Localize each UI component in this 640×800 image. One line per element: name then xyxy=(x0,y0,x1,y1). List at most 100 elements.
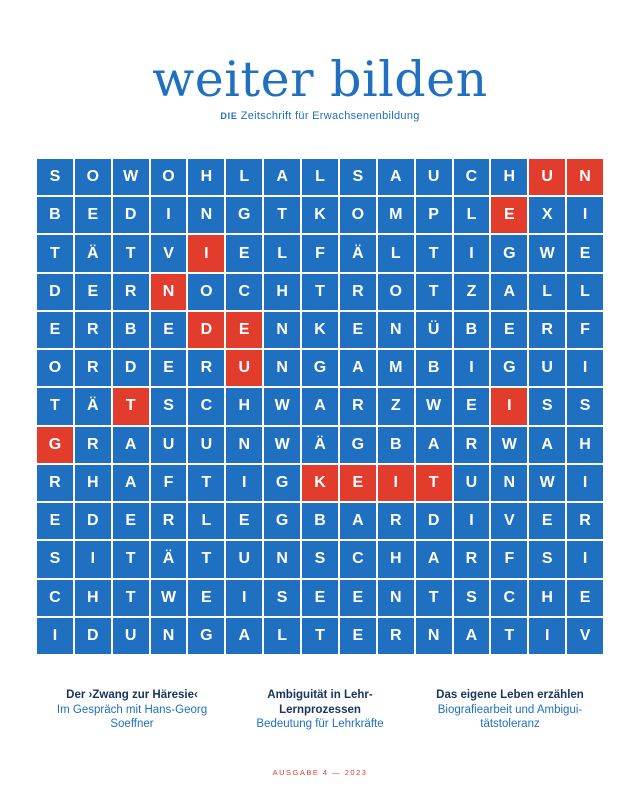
article-3-headline: Das eigene Leben erzählen xyxy=(436,689,584,701)
magazine-subtitle: DIE Zeitschrift für Erwachsenenbildung xyxy=(0,110,640,122)
grid-cell: D xyxy=(37,273,73,310)
grid-cell: B xyxy=(302,503,338,540)
grid-cell: I xyxy=(567,350,603,387)
article-teaser-2: Ambiguität in Lehr-Lernprozessen Bedeutu… xyxy=(230,688,410,732)
article-1-subline: Im Gespräch mit Hans-Georg Soeffner xyxy=(56,703,208,731)
grid-cell: A xyxy=(415,541,452,578)
grid-cell: T xyxy=(302,273,338,310)
grid-cell: T xyxy=(264,197,301,234)
grid-cell: R xyxy=(188,350,225,387)
grid-cell: I xyxy=(74,541,111,578)
grid-cell: H xyxy=(264,273,301,310)
grid-cell: E xyxy=(150,311,187,349)
grid-cell: N xyxy=(264,311,301,349)
grid-cell: R xyxy=(377,503,414,540)
grid-cell: H xyxy=(491,159,528,196)
grid-cell: H xyxy=(74,464,111,502)
grid-cell: H xyxy=(188,159,225,196)
grid-cell: U xyxy=(188,426,225,463)
issue-line: AUSGABE 4 — 2023 xyxy=(272,768,368,777)
grid-cell: R xyxy=(339,388,376,425)
grid-cell: S xyxy=(339,159,376,196)
grid-cell: R xyxy=(339,273,376,310)
grid-cell: E xyxy=(529,503,566,540)
grid-cell: V xyxy=(567,617,603,654)
grid-cell: R xyxy=(74,350,111,387)
grid-cell: A xyxy=(112,426,149,463)
grid-cell: L xyxy=(188,503,225,540)
grid-cell: O xyxy=(74,159,111,196)
grid-cell: I xyxy=(567,541,603,578)
grid-cell: O xyxy=(188,273,225,310)
grid-cell: T xyxy=(491,617,528,654)
grid-cell: E xyxy=(74,273,111,310)
grid-cell-highlighted: E xyxy=(339,464,376,502)
article-teasers: Der ›Zwang zur Häresie‹ Im Gespräch mit … xyxy=(0,688,640,738)
grid-cell: Z xyxy=(453,273,490,310)
grid-cell: D xyxy=(74,503,111,540)
grid-cell: E xyxy=(226,503,263,540)
grid-cell-highlighted: E xyxy=(226,311,263,349)
grid-cell: W xyxy=(529,235,566,272)
grid-cell: C xyxy=(491,579,528,616)
grid-cell: E xyxy=(226,235,263,272)
grid-cell: E xyxy=(150,350,187,387)
grid-cell: T xyxy=(302,617,338,654)
grid-cell: S xyxy=(264,579,301,616)
grid-cell: M xyxy=(377,197,414,234)
grid-cell: A xyxy=(491,273,528,310)
article-2-subline: Bedeutung für Lehrkräfte xyxy=(256,718,384,730)
grid-cell: S xyxy=(150,388,187,425)
grid-cell: U xyxy=(150,426,187,463)
grid-cell-highlighted: N xyxy=(150,273,187,310)
grid-cell: O xyxy=(339,197,376,234)
grid-cell: W xyxy=(264,388,301,425)
grid-cell: N xyxy=(264,350,301,387)
grid-cell: D xyxy=(74,617,111,654)
grid-cell: L xyxy=(453,197,490,234)
grid-cell: W xyxy=(415,388,452,425)
grid-cell: A xyxy=(529,426,566,463)
grid-cell: D xyxy=(415,503,452,540)
grid-cell: S xyxy=(529,541,566,578)
grid-cell-highlighted: U xyxy=(226,350,263,387)
grid-cell: R xyxy=(150,503,187,540)
grid-cell: F xyxy=(567,311,603,349)
grid-cell: G xyxy=(188,617,225,654)
grid-cell: F xyxy=(491,541,528,578)
grid-cell: C xyxy=(226,273,263,310)
grid-cell: U xyxy=(415,159,452,196)
grid-cell: L xyxy=(302,159,338,196)
grid-cell: H xyxy=(226,388,263,425)
grid-cell: E xyxy=(302,579,338,616)
grid-cell: N xyxy=(264,541,301,578)
grid-cell: A xyxy=(112,464,149,502)
grid-cell-highlighted: E xyxy=(491,197,528,234)
grid-cell-highlighted: I xyxy=(491,388,528,425)
grid-cell: W xyxy=(491,426,528,463)
grid-cell: W xyxy=(264,426,301,463)
grid-cell-highlighted: D xyxy=(188,311,225,349)
article-teaser-1: Der ›Zwang zur Häresie‹ Im Gespräch mit … xyxy=(42,688,222,732)
grid-cell: E xyxy=(37,503,73,540)
grid-cell: L xyxy=(567,273,603,310)
grid-cell: O xyxy=(150,159,187,196)
grid-cell: W xyxy=(150,579,187,616)
grid-cell: A xyxy=(302,388,338,425)
article-1-headline: Der ›Zwang zur Häresie‹ xyxy=(66,689,198,701)
grid-cell: O xyxy=(37,350,73,387)
grid-cell: I xyxy=(567,197,603,234)
grid-cell: N xyxy=(377,311,414,349)
grid-cell: E xyxy=(74,197,111,234)
grid-cell: I xyxy=(453,235,490,272)
grid-cell: E xyxy=(567,235,603,272)
grid-cell: N xyxy=(377,579,414,616)
masthead: weiter bilden DIE Zeitschrift für Erwachs… xyxy=(0,52,640,123)
grid-cell: R xyxy=(453,541,490,578)
grid-cell: H xyxy=(529,579,566,616)
grid-cell: S xyxy=(567,388,603,425)
grid-cell: L xyxy=(264,617,301,654)
grid-cell: M xyxy=(377,350,414,387)
grid-cell: P xyxy=(415,197,452,234)
